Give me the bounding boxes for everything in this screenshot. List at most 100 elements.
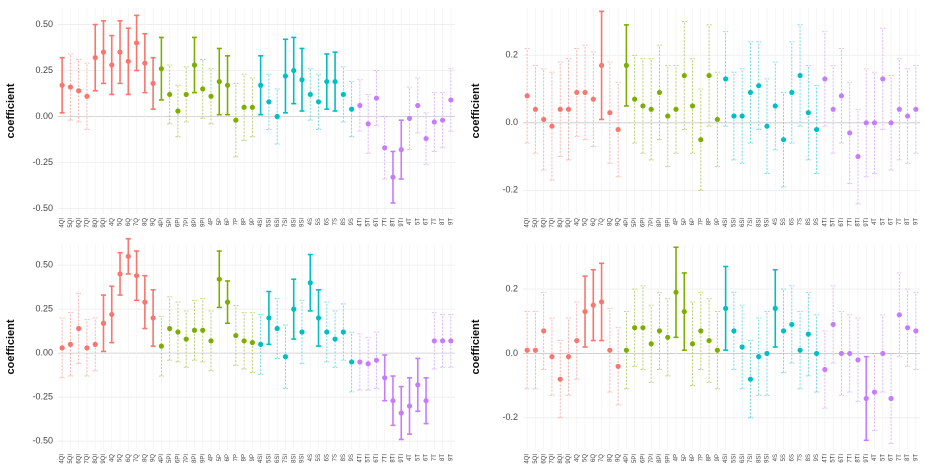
- x-tick-label: 4QI: [525, 218, 531, 228]
- x-tick-label: 6PI: [641, 218, 647, 227]
- x-tick-label: 4SI: [723, 218, 729, 227]
- x-tick-label: 8PI: [657, 218, 663, 227]
- point: [349, 106, 355, 112]
- point: [241, 338, 247, 344]
- x-tick-label: 7SI: [283, 218, 289, 227]
- point: [216, 276, 222, 282]
- x-tick-label: 4T: [872, 218, 878, 225]
- x-tick-label: 9TI: [864, 454, 870, 463]
- point: [904, 325, 911, 331]
- x-tick-label: 4P: [209, 454, 215, 461]
- point: [698, 328, 704, 334]
- x-tick-label: 4PI: [624, 454, 630, 463]
- point: [863, 395, 869, 402]
- x-tick-label: 4QI: [525, 454, 531, 464]
- point: [739, 113, 745, 119]
- x-tick-label: 5Q: [583, 454, 589, 462]
- x-tick-label: 4TI: [822, 454, 828, 463]
- y-tick-label: 0.00: [35, 348, 53, 358]
- x-tick-label: 7QI: [550, 218, 556, 228]
- point: [814, 126, 820, 133]
- point: [904, 113, 911, 119]
- x-tick-label: 6Q: [591, 218, 597, 226]
- point: [822, 366, 828, 373]
- point: [158, 66, 164, 72]
- point: [689, 341, 696, 347]
- x-tick-label: 4P: [674, 454, 680, 461]
- x-tick-label: 9TI: [864, 218, 870, 227]
- point: [789, 321, 795, 328]
- x-tick-label: 8T: [440, 454, 446, 461]
- point: [896, 312, 902, 318]
- x-tick-label: 6QI: [76, 454, 82, 464]
- x-tick-label: 6P: [225, 454, 231, 461]
- x-tick-label: 4T: [407, 454, 413, 461]
- y-tick-label: 0.2: [505, 50, 518, 60]
- x-tick-label: 5T: [415, 218, 421, 225]
- point: [109, 311, 115, 318]
- x-tick-label: 9QI: [566, 454, 572, 464]
- point: [714, 347, 720, 353]
- point: [681, 308, 687, 315]
- point: [332, 336, 338, 342]
- x-tick-label: 6P: [690, 454, 696, 461]
- point: [532, 106, 539, 112]
- y-tick-label: -0.50: [32, 203, 53, 213]
- x-tick-label: 9T: [448, 218, 454, 225]
- x-tick-label: 4P: [674, 218, 680, 225]
- x-tick-label: 8P: [707, 454, 713, 461]
- x-tick-label: 8PI: [657, 454, 663, 463]
- point: [557, 106, 563, 112]
- x-tick-label: 4PI: [159, 454, 165, 463]
- point: [541, 328, 547, 334]
- y-axis-label: coefficient: [5, 83, 17, 138]
- x-tick-label: 8SI: [291, 454, 297, 463]
- point: [282, 354, 289, 360]
- x-tick-label: 7PI: [649, 454, 655, 463]
- x-tick-label: 7Q: [599, 454, 605, 462]
- x-tick-label: 4SI: [723, 454, 729, 463]
- point: [266, 315, 272, 321]
- x-tick-label: 5QI: [68, 454, 74, 464]
- point: [67, 341, 74, 347]
- point: [133, 40, 140, 46]
- point: [640, 103, 646, 109]
- x-tick-label: 7SI: [748, 218, 754, 227]
- point: [582, 308, 588, 315]
- x-tick-label: 5P: [217, 218, 223, 225]
- x-tick-label: 6P: [690, 218, 696, 225]
- x-tick-label: 6S: [789, 454, 795, 461]
- point: [598, 62, 605, 69]
- point: [557, 376, 563, 382]
- x-tick-label: 6S: [324, 454, 330, 461]
- point: [913, 106, 919, 112]
- point: [150, 80, 156, 87]
- point: [258, 82, 264, 88]
- point: [191, 327, 198, 333]
- x-tick-label: 8Q: [142, 218, 148, 226]
- point: [448, 338, 454, 344]
- x-tick-label: 5SI: [731, 218, 737, 227]
- x-tick-label: 6SI: [275, 454, 281, 463]
- point: [92, 341, 98, 347]
- x-tick-label: 9SI: [300, 454, 306, 463]
- point: [797, 347, 803, 353]
- x-tick-label: 9T: [448, 454, 454, 461]
- point: [623, 62, 629, 69]
- point: [772, 103, 778, 109]
- x-tick-label: 9QI: [101, 454, 107, 464]
- x-tick-label: 7QI: [85, 454, 91, 464]
- x-tick-label: 4SI: [258, 454, 264, 463]
- x-tick-label: 4TI: [357, 218, 363, 227]
- point: [100, 49, 107, 55]
- point: [689, 103, 696, 109]
- point: [125, 253, 131, 259]
- point: [632, 96, 638, 102]
- point: [191, 62, 198, 68]
- point: [76, 325, 82, 332]
- x-tick-label: 9Q: [616, 218, 622, 226]
- x-tick-label: 6SI: [740, 218, 746, 227]
